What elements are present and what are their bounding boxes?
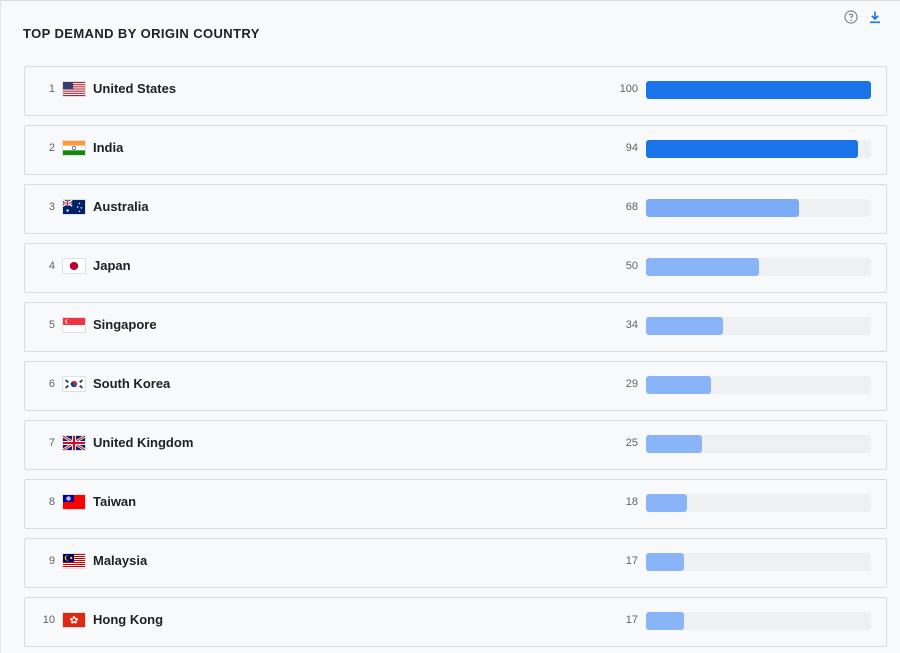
country-name: United States	[93, 81, 177, 96]
flag-gb-icon	[62, 435, 86, 451]
country-name: Taiwan	[93, 494, 137, 509]
demand-value: 34	[625, 319, 638, 331]
flag-jp-icon	[62, 258, 86, 274]
country-row[interactable]: 6 South Korea 29	[24, 361, 887, 411]
demand-bar-fill	[646, 435, 703, 453]
demand-bar-track	[646, 140, 871, 158]
demand-bar-track	[646, 199, 871, 217]
flag-hk-icon	[62, 612, 86, 628]
rank-number: 2	[48, 142, 55, 154]
demand-bar-fill	[646, 553, 685, 571]
demand-bar-fill	[646, 317, 723, 335]
flag-kr-icon	[62, 376, 86, 392]
demand-value: 100	[619, 83, 638, 95]
question-circle-icon[interactable]	[844, 10, 858, 24]
rank-number: 9	[48, 555, 55, 567]
country-name: Japan	[93, 258, 131, 273]
rank-number: 7	[48, 437, 55, 449]
rank-number: 3	[48, 201, 55, 213]
country-name: Singapore	[93, 317, 157, 332]
country-row[interactable]: 9 Malaysia 17	[24, 538, 887, 588]
demand-bar-track	[646, 81, 871, 99]
country-name: India	[93, 140, 124, 155]
rank-number: 1	[48, 83, 55, 95]
country-row[interactable]: 1 United States 100	[24, 66, 887, 116]
demand-value: 68	[625, 201, 638, 213]
rank-number: 4	[48, 260, 55, 272]
demand-value: 17	[625, 614, 638, 626]
rank-number: 8	[48, 496, 55, 508]
demand-bar-fill	[646, 494, 687, 512]
demand-value: 50	[625, 260, 638, 272]
panel-title: TOP DEMAND BY ORIGIN COUNTRY	[23, 26, 260, 41]
demand-bar-track	[646, 317, 871, 335]
country-name: Australia	[93, 199, 149, 214]
rank-number: 5	[48, 319, 55, 331]
country-name: South Korea	[93, 376, 171, 391]
demand-bar-fill	[646, 258, 759, 276]
flag-my-icon	[62, 553, 86, 569]
country-name: United Kingdom	[93, 435, 194, 450]
download-icon[interactable]	[868, 10, 882, 24]
demand-value: 94	[625, 142, 638, 154]
demand-value: 25	[625, 437, 638, 449]
flag-au-icon	[62, 199, 86, 215]
country-row[interactable]: 7 United Kingdom 25	[24, 420, 887, 470]
demand-bar-track	[646, 435, 871, 453]
demand-bar-fill	[646, 376, 712, 394]
country-row[interactable]: 5 Singapore 34	[24, 302, 887, 352]
demand-bar-track	[646, 376, 871, 394]
rank-number: 6	[48, 378, 55, 390]
demand-bar-track	[646, 553, 871, 571]
country-row[interactable]: 4 Japan 50	[24, 243, 887, 293]
flag-in-icon	[62, 140, 86, 156]
country-list: 1 United States 100 2 India 94 3 Australia 68 4 Ja…	[24, 66, 887, 653]
demand-value: 18	[625, 496, 638, 508]
demand-bar-fill	[646, 612, 685, 630]
rank-number: 10	[42, 614, 55, 626]
country-row[interactable]: 10 Hong Kong 17	[24, 597, 887, 647]
flag-us-icon	[62, 81, 86, 97]
demand-bar-track	[646, 612, 871, 630]
demand-value: 17	[625, 555, 638, 567]
flag-sg-icon	[62, 317, 86, 333]
country-name: Hong Kong	[93, 612, 164, 627]
demand-value: 29	[625, 378, 638, 390]
country-name: Malaysia	[93, 553, 148, 568]
demand-bar-track	[646, 258, 871, 276]
country-row[interactable]: 8 Taiwan 18	[24, 479, 887, 529]
country-row[interactable]: 3 Australia 68	[24, 184, 887, 234]
demand-bar-fill	[646, 199, 799, 217]
country-row[interactable]: 2 India 94	[24, 125, 887, 175]
demand-bar-fill	[646, 140, 858, 158]
panel-toolbar	[844, 10, 882, 24]
demand-bar-fill	[646, 81, 871, 99]
flag-tw-icon	[62, 494, 86, 510]
demand-bar-track	[646, 494, 871, 512]
